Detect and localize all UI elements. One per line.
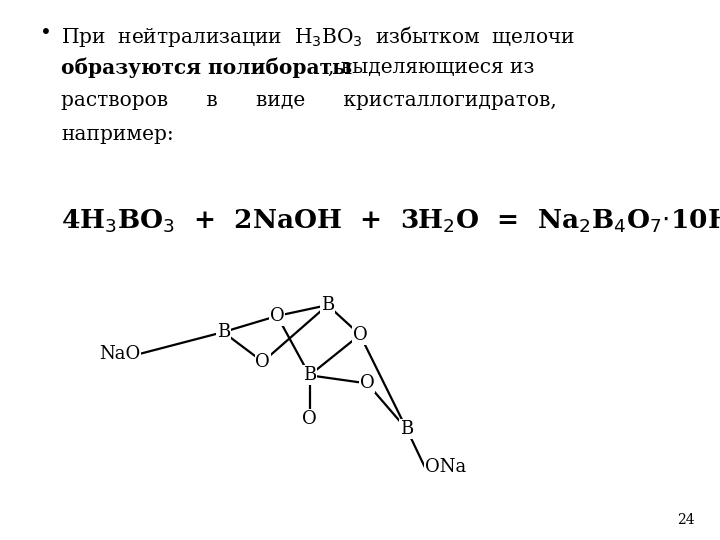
Text: например:: например:: [61, 125, 174, 144]
Text: 24: 24: [678, 512, 695, 526]
Text: B: B: [321, 296, 334, 314]
Text: образуются полибораты: образуются полибораты: [61, 58, 353, 78]
Text: 4H$_3$BO$_3$  +  2NaOH  +  3H$_2$O  =  Na$_2$B$_4$O$_7$$\cdot$10H$_2$O: 4H$_3$BO$_3$ + 2NaOH + 3H$_2$O = Na$_2$B…: [61, 208, 720, 235]
Text: O: O: [270, 307, 284, 325]
Text: O: O: [353, 326, 367, 344]
Text: O: O: [256, 353, 270, 371]
Text: B: B: [400, 420, 413, 438]
Text: B: B: [217, 323, 230, 341]
Text: B: B: [303, 366, 316, 384]
Text: , выделяющиеся из: , выделяющиеся из: [328, 58, 534, 77]
Text: При  нейтрализации  H$_3$BO$_3$  избытком  щелочи: При нейтрализации H$_3$BO$_3$ избытком щ…: [61, 24, 575, 49]
Text: растворов      в      виде      кристаллогидратов,: растворов в виде кристаллогидратов,: [61, 91, 557, 110]
Text: O: O: [302, 409, 317, 428]
Text: O: O: [360, 374, 374, 393]
Text: ONa: ONa: [425, 458, 466, 476]
Text: NaO: NaO: [99, 345, 140, 363]
Text: •: •: [40, 24, 51, 43]
